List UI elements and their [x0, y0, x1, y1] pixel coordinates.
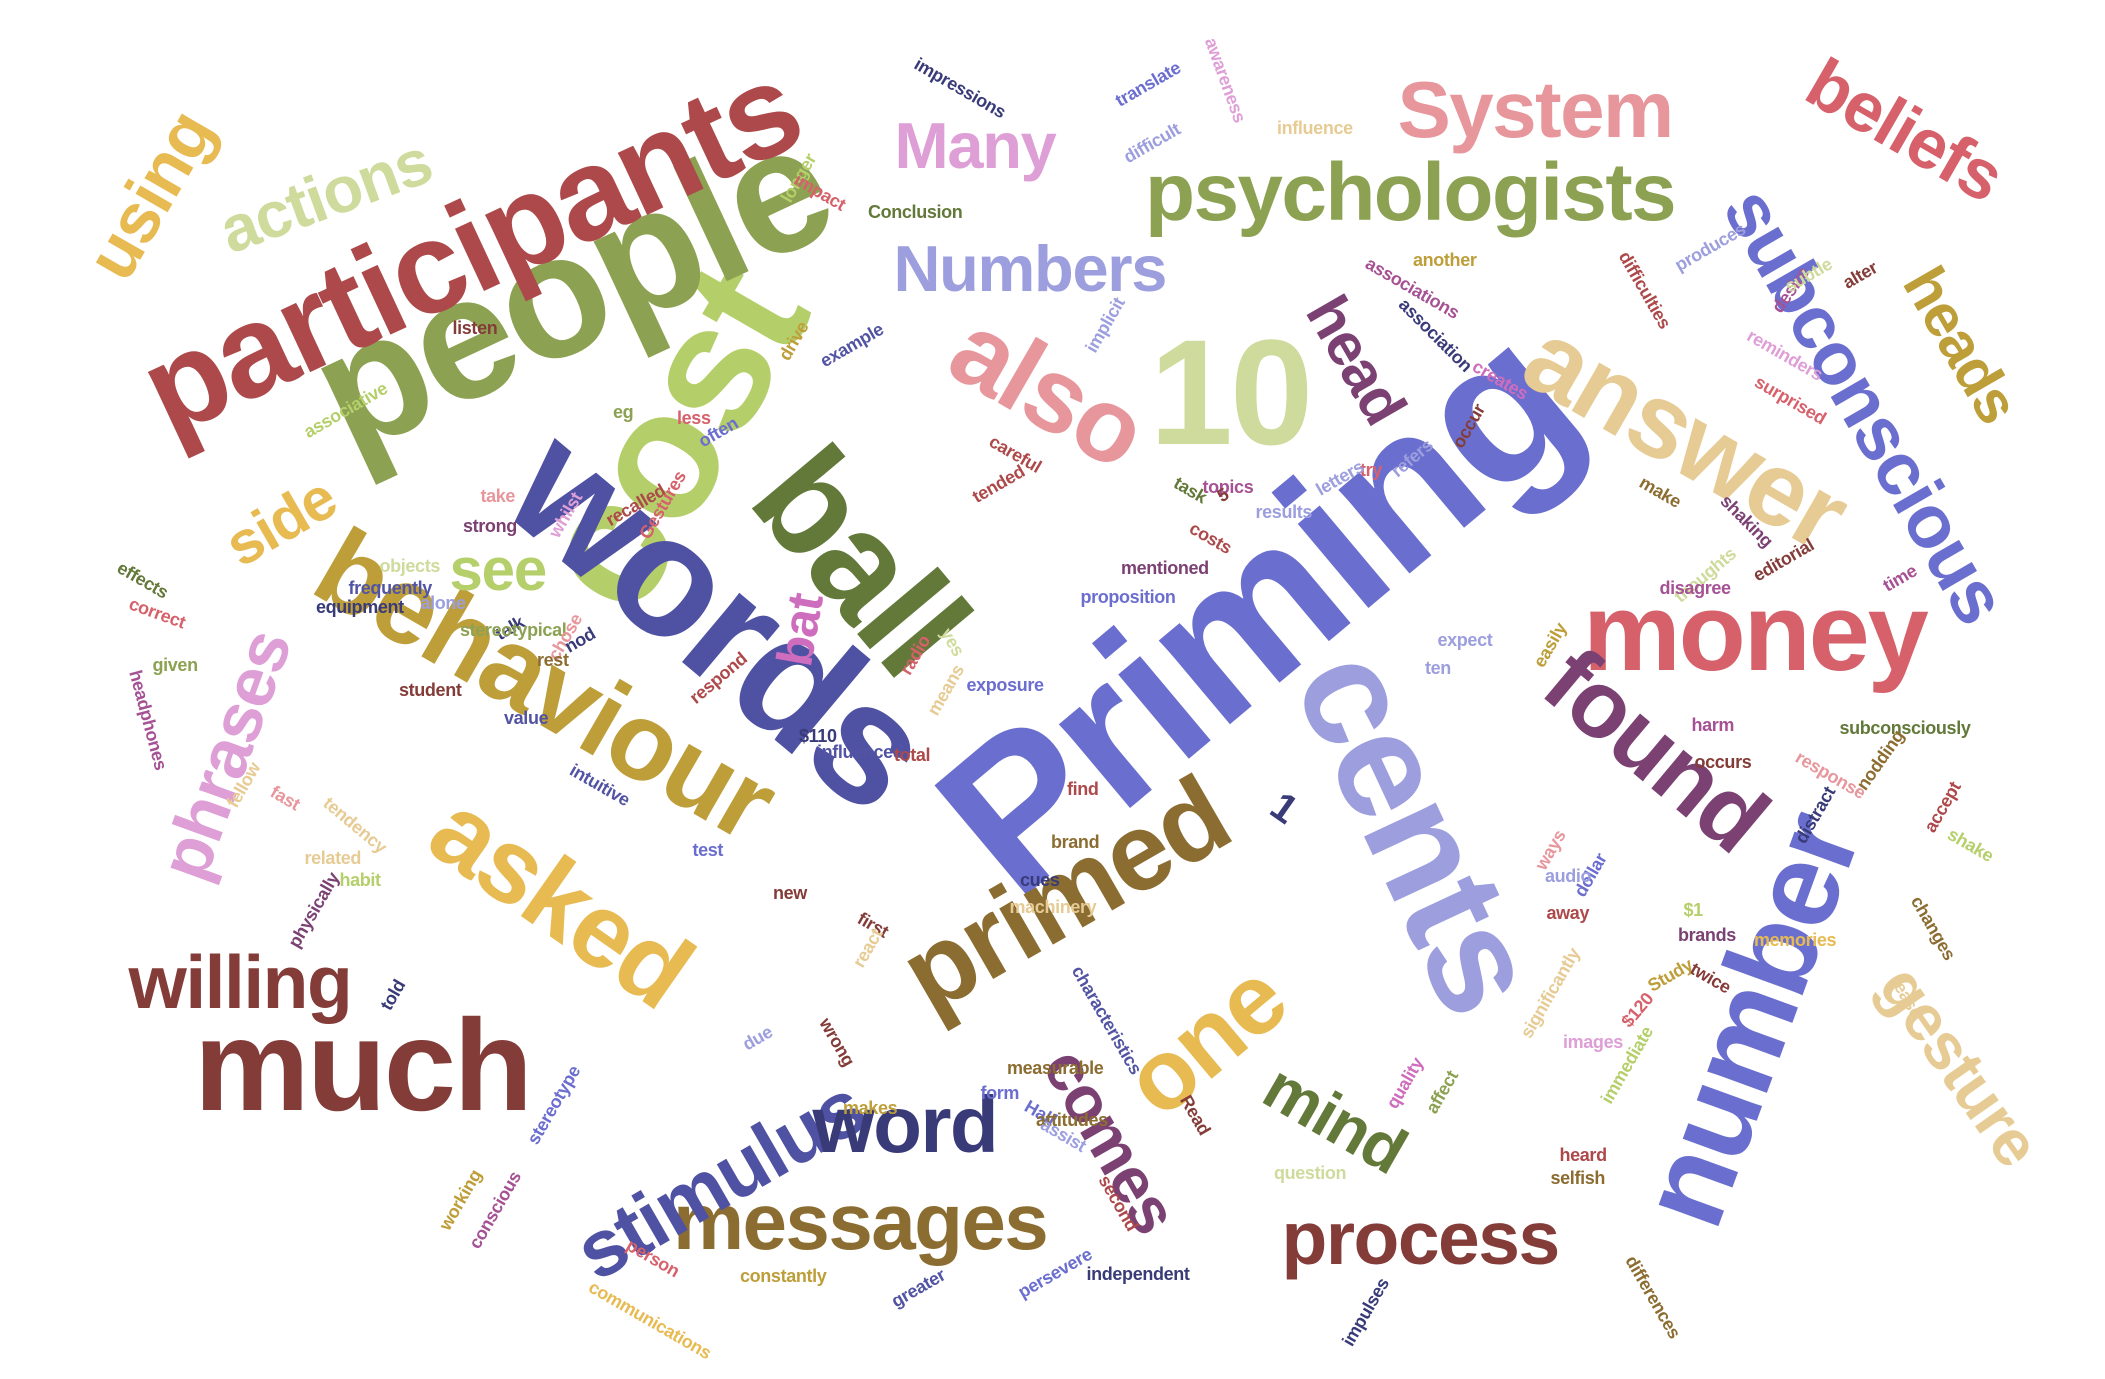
cloud-word: money — [1583, 571, 1929, 694]
cloud-word: related — [304, 848, 362, 868]
cloud-word: memories — [1754, 930, 1837, 950]
cloud-word: influence — [1277, 118, 1353, 138]
cloud-word: topics — [1202, 477, 1254, 497]
cloud-word: impulses — [1337, 1274, 1393, 1350]
cloud-word: difficulties — [1614, 247, 1675, 333]
cloud-word: disagree — [1659, 578, 1732, 598]
cloud-word: less — [677, 408, 711, 428]
cloud-word: new — [773, 883, 807, 903]
cloud-word: away — [1546, 903, 1590, 923]
cloud-word: try — [1360, 460, 1382, 480]
cloud-word: student — [399, 680, 462, 700]
cloud-word: value — [504, 708, 549, 728]
cloud-word: changes — [1906, 892, 1960, 964]
cloud-word: process — [1281, 1195, 1561, 1280]
cloud-word: effects — [113, 557, 172, 603]
cloud-word: habit — [339, 870, 382, 890]
cloud-word: willing — [128, 939, 353, 1024]
cloud-word: see — [449, 536, 548, 603]
cloud-word: awareness — [1200, 34, 1250, 126]
cloud-word: messages — [673, 1177, 1049, 1266]
cloud-word: $1 — [1683, 900, 1704, 920]
cloud-word: bat — [766, 589, 834, 671]
cloud-word: harm — [1691, 715, 1735, 735]
cloud-word: mentioned — [1121, 558, 1209, 578]
cloud-word: differences — [1621, 1252, 1685, 1342]
cloud-word: Conclusion — [868, 202, 963, 222]
cloud-word: influenced — [817, 742, 904, 762]
cloud-word: wrong — [815, 1014, 859, 1070]
cloud-word: System — [1397, 65, 1675, 154]
cloud-word: using — [71, 97, 229, 293]
cloud-word: rest — [537, 650, 569, 670]
cloud-word: objects — [379, 556, 441, 576]
cloud-word: subconsciously — [1839, 718, 1971, 738]
cloud-word: listen — [452, 318, 498, 338]
cloud-word: results — [1255, 502, 1313, 522]
cloud-word: psychologists — [1145, 147, 1677, 238]
cloud-word: shake — [1943, 824, 1997, 866]
cloud-word: 1 — [1261, 783, 1305, 833]
cloud-word: frequently — [348, 578, 433, 598]
cloud-word: measurable — [1007, 1058, 1104, 1078]
cloud-word: much — [194, 992, 533, 1138]
cloud-word: brands — [1678, 925, 1736, 945]
cloud-word: selfish — [1550, 1168, 1606, 1188]
cloud-word: total — [894, 745, 931, 765]
cloud-word: fast — [266, 781, 304, 815]
cloud-word: ten — [1425, 658, 1451, 678]
cloud-word: audio — [1545, 866, 1592, 886]
cloud-word: makes — [843, 1098, 898, 1118]
cloud-word: communications — [585, 1276, 715, 1364]
cloud-word: number — [1614, 797, 1886, 1243]
cloud-word: 10 — [1149, 308, 1314, 476]
cloud-word: given — [152, 655, 199, 675]
cloud-word: alter — [1839, 257, 1881, 293]
cloud-word: eg — [613, 402, 634, 422]
cloud-word: form — [980, 1083, 1020, 1103]
cloud-word: affect — [1421, 1067, 1463, 1117]
cloud-word: proposition — [1080, 587, 1176, 607]
cloud-word: independent — [1086, 1264, 1190, 1284]
cloud-word: expect — [1437, 630, 1493, 650]
cloud-word: $110 — [799, 726, 837, 746]
cloud-word: machinery — [1009, 897, 1097, 917]
cloud-word: Numbers — [893, 231, 1168, 305]
cloud-word: tendency — [319, 792, 391, 858]
cloud-word: headphones — [125, 667, 172, 773]
cloud-word: take — [480, 486, 516, 506]
cloud-word: physically — [283, 868, 343, 952]
cloud-word: cents — [1262, 623, 1574, 1037]
cloud-word: equipment — [316, 597, 404, 617]
cloud-word: test — [692, 840, 724, 860]
cloud-word: beliefs — [1793, 43, 2017, 217]
cloud-word: react — [848, 925, 887, 971]
cloud-word: question — [1274, 1163, 1347, 1183]
cloud-word: tended — [968, 461, 1028, 507]
cloud-word: alone — [420, 593, 467, 613]
cloud-word: translate — [1111, 57, 1184, 111]
cloud-word: another — [1413, 250, 1477, 270]
cloud-word: also — [931, 288, 1165, 492]
cloud-word: strong — [463, 516, 517, 536]
cloud-word: due — [738, 1021, 776, 1055]
cloud-word: heard — [1559, 1145, 1608, 1165]
cloud-word: occurs — [1694, 752, 1752, 772]
cloud-word: greater — [887, 1264, 949, 1312]
cloud-word: brand — [1051, 832, 1100, 852]
cloud-word: Many — [894, 108, 1057, 182]
cloud-word: exposure — [966, 675, 1045, 695]
cloud-word: constantly — [740, 1266, 827, 1286]
cloud-word: attitudes — [1036, 1110, 1108, 1130]
cloud-word: word — [812, 1080, 999, 1169]
cloud-word: find — [1067, 779, 1099, 799]
cloud-word: images — [1563, 1032, 1623, 1052]
cloud-word: stereotypical — [460, 620, 567, 640]
cloud-word: $120 — [1616, 988, 1657, 1032]
cloud-word: stereotype — [522, 1062, 584, 1148]
cloud-word: cues — [1020, 870, 1060, 890]
cloud-word: quality — [1382, 1053, 1428, 1113]
